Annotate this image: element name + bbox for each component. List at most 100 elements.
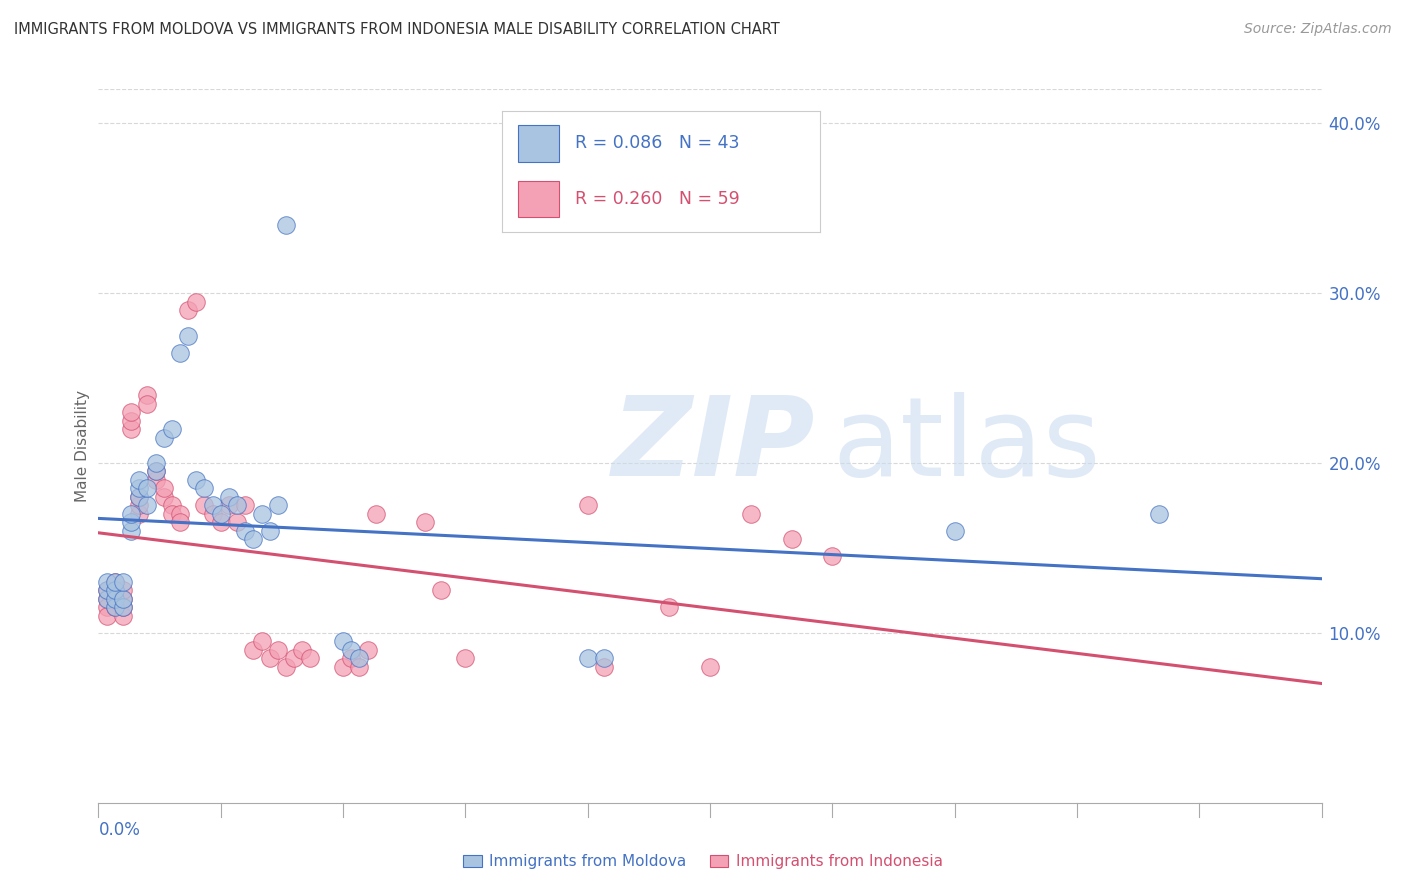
Point [780,533,803,547]
Point [128,490,150,504]
Point [104,591,127,606]
Point [259,651,281,665]
Point [104,600,127,615]
Point [186,473,208,487]
Point [299,651,322,665]
Point [186,294,208,309]
Point [267,499,290,513]
Point [104,583,127,598]
Point [145,456,167,470]
Point [430,583,453,598]
Point [120,516,142,530]
Point [152,482,174,496]
Point [349,660,371,674]
Point [152,490,174,504]
Point [111,600,134,615]
Point [111,574,134,589]
Point [250,634,273,648]
Point [120,405,142,419]
Point [226,499,249,513]
Point [120,413,142,427]
Point [169,507,191,521]
Point [233,524,256,538]
Point [193,482,215,496]
Point [136,396,159,410]
Point [169,516,191,530]
Point [145,465,167,479]
Point [96,608,118,623]
Point [96,600,118,615]
Text: IMMIGRANTS FROM MOLDOVA VS IMMIGRANTS FROM INDONESIA MALE DISABILITY CORRELATION: IMMIGRANTS FROM MOLDOVA VS IMMIGRANTS FR… [14,22,780,37]
Text: R = 0.260   N = 59: R = 0.260 N = 59 [575,190,740,208]
Point [332,634,354,648]
Point [145,465,167,479]
Point [576,499,599,513]
Point [128,499,150,513]
Point [136,388,159,402]
Point [291,643,314,657]
Point [152,430,174,444]
Point [160,507,183,521]
Point [576,651,599,665]
Point [128,482,150,496]
Point [120,524,142,538]
Point [209,507,232,521]
Text: atlas: atlas [832,392,1101,500]
Point [96,591,118,606]
Point [699,660,721,674]
Point [111,600,134,615]
Point [364,507,387,521]
Point [96,583,118,598]
Point [356,643,378,657]
Point [332,660,354,674]
Point [454,651,477,665]
Point [340,651,363,665]
Point [740,507,762,521]
Point [218,499,240,513]
Point [943,524,966,538]
Point [120,507,142,521]
Point [104,583,127,598]
Point [283,651,305,665]
Point [104,591,127,606]
Point [349,651,371,665]
Point [96,574,118,589]
Point [104,574,127,589]
Point [193,499,215,513]
Point [96,583,118,598]
Point [104,600,127,615]
Point [593,660,616,674]
Point [209,516,232,530]
Point [593,651,616,665]
Point [226,516,249,530]
Point [218,490,240,504]
Point [136,499,159,513]
Point [128,490,150,504]
Point [111,591,134,606]
Point [128,473,150,487]
Point [340,643,363,657]
Point [274,218,297,232]
Point [233,499,256,513]
Point [177,328,200,343]
Text: ZIP: ZIP [612,392,815,500]
Point [274,660,297,674]
Point [96,591,118,606]
Point [259,524,281,538]
Point [267,643,290,657]
Point [111,583,134,598]
Point [201,499,224,513]
Point [242,533,264,547]
Text: R = 0.086   N = 43: R = 0.086 N = 43 [575,135,740,153]
Point [160,422,183,436]
Point [128,507,150,521]
Point [111,591,134,606]
Legend: Immigrants from Moldova, Immigrants from Indonesia: Immigrants from Moldova, Immigrants from… [457,848,949,875]
Point [104,574,127,589]
Point [111,608,134,623]
Bar [517,181,560,218]
Point [658,600,681,615]
Point [413,516,436,530]
Point [145,473,167,487]
Point [201,507,224,521]
